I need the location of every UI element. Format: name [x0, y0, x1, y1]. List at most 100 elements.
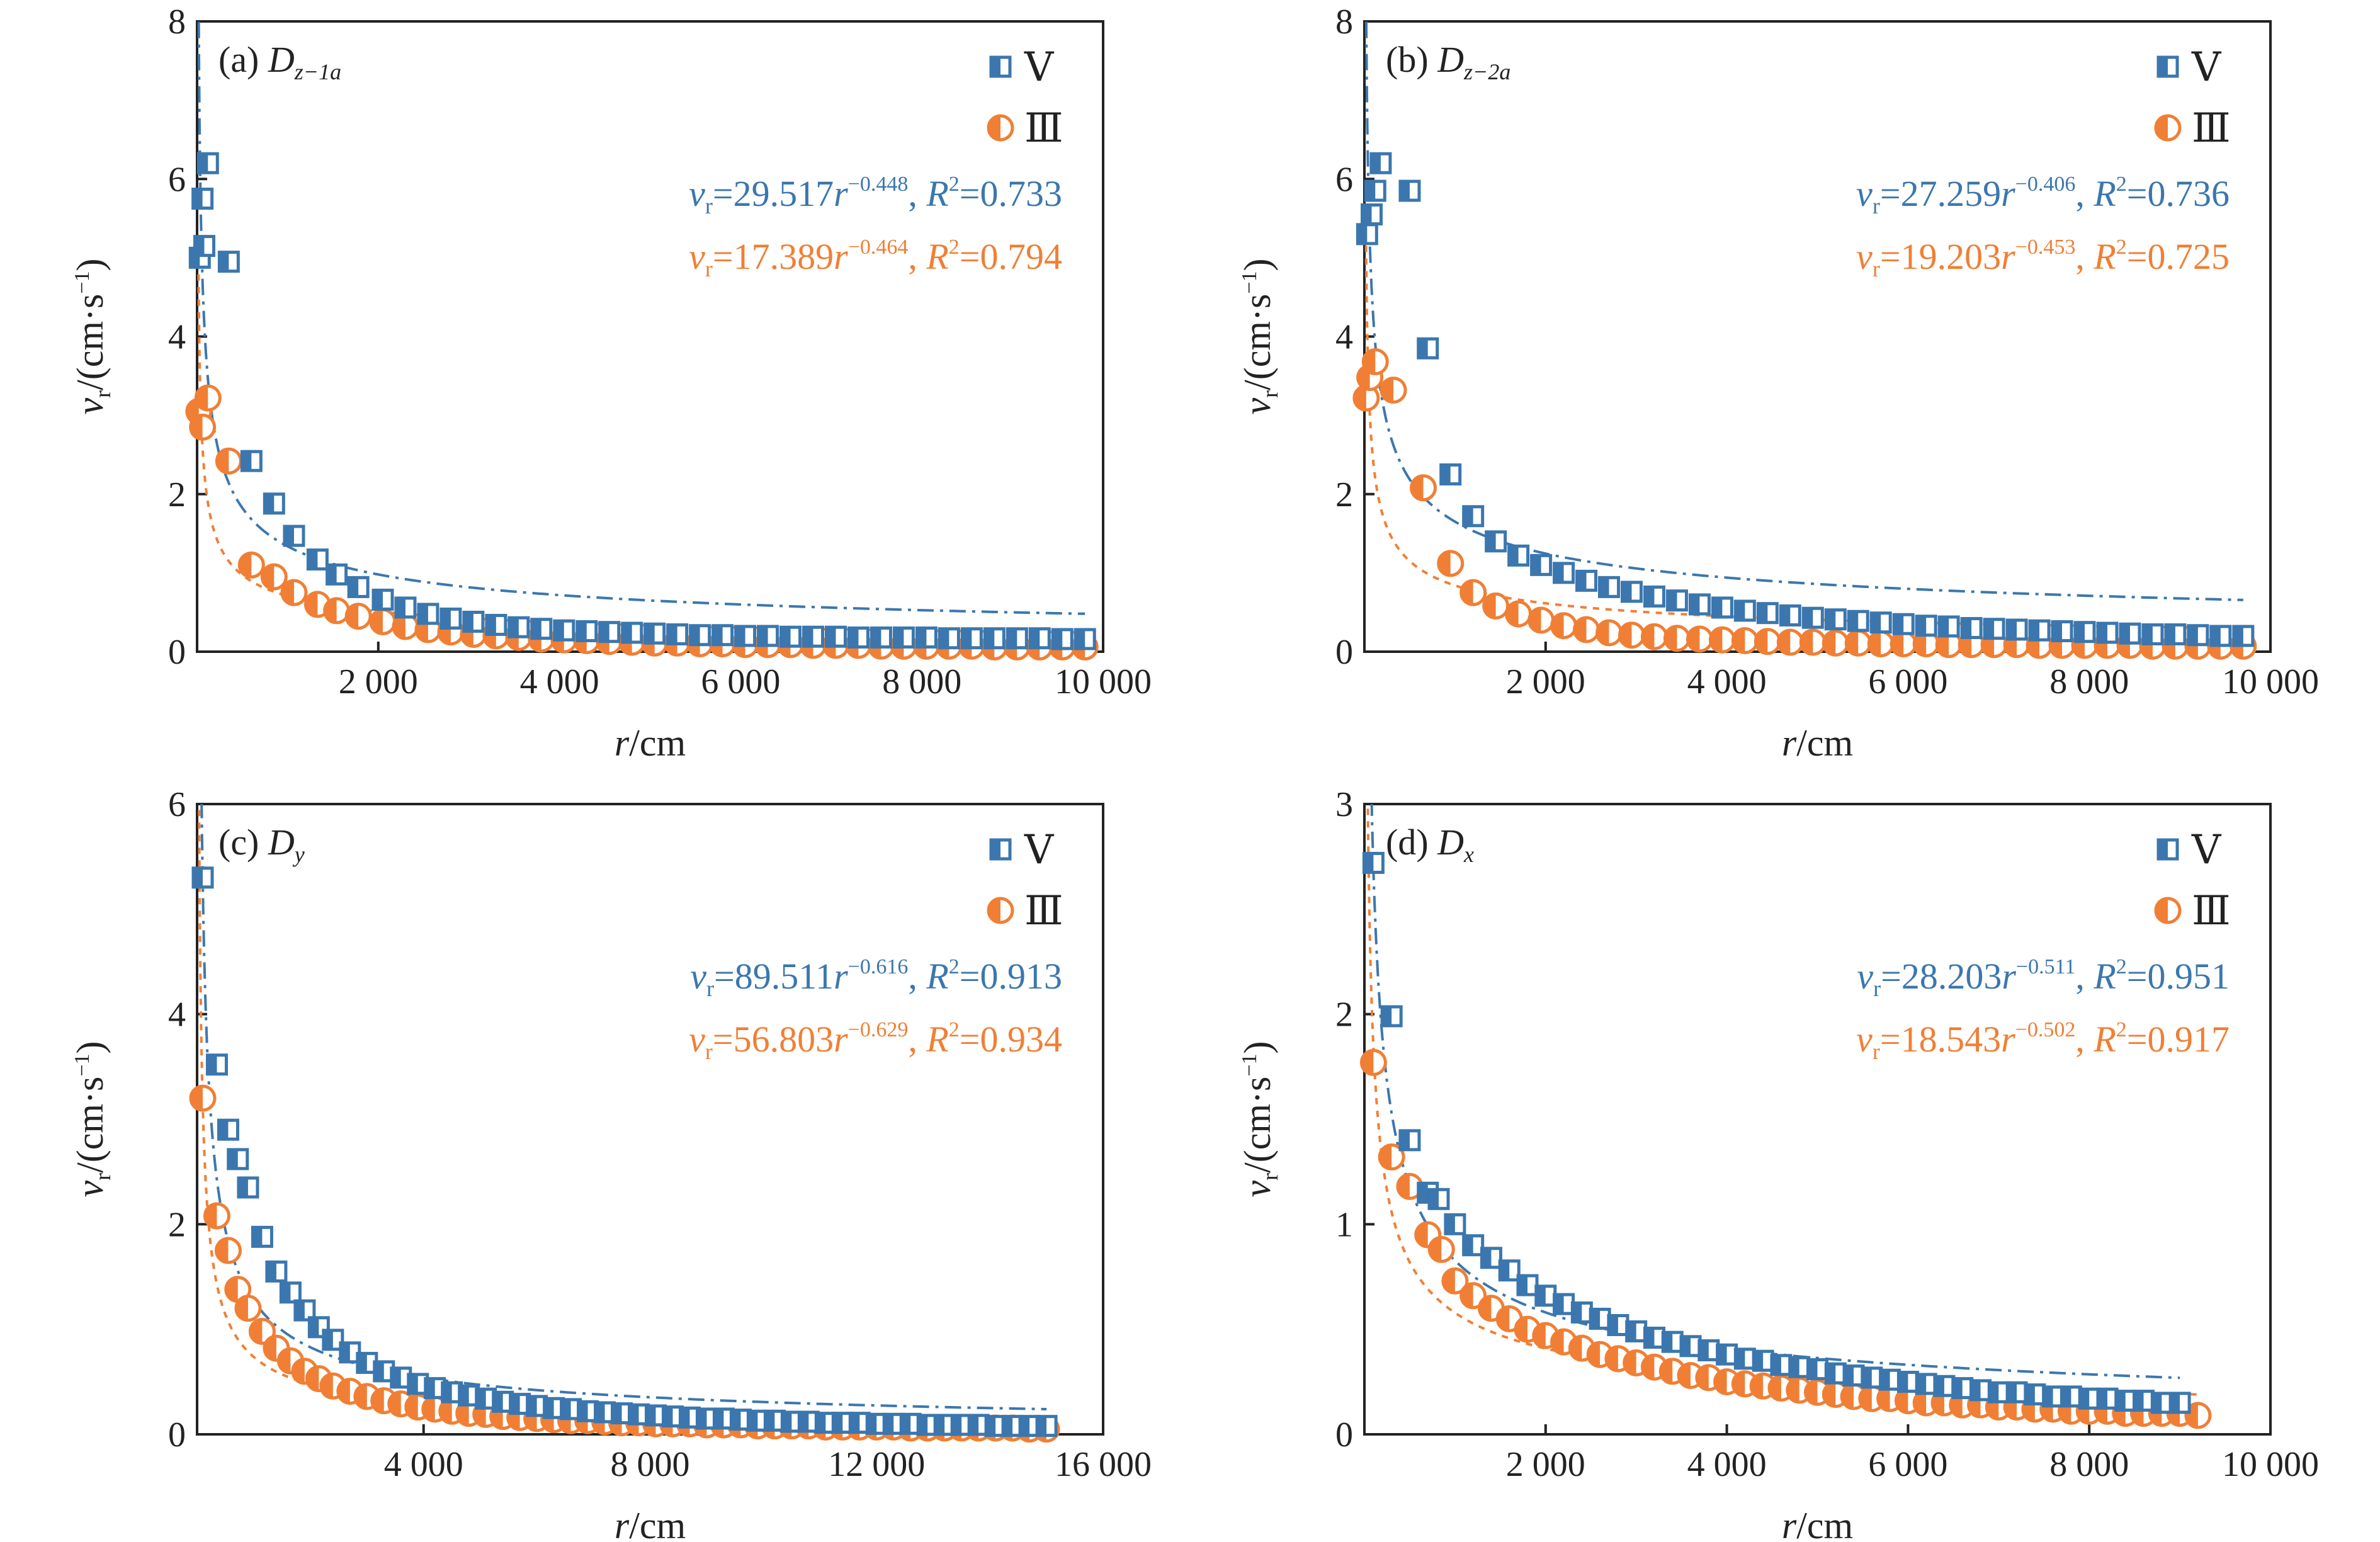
- data-point-v: [2150, 1392, 2173, 1414]
- data-point-v: [1498, 1259, 1521, 1282]
- data-point-iii: [1459, 579, 1487, 606]
- data-point-iii: [1505, 600, 1533, 628]
- data-point-v: [1439, 463, 1462, 485]
- data-point-v: [1607, 1313, 1629, 1336]
- data-point-v: [2209, 625, 2232, 647]
- x-axis-title: r/cm: [615, 1505, 686, 1542]
- data-point-v: [1028, 627, 1051, 650]
- data-point-v: [485, 613, 507, 636]
- data-point-v: [439, 607, 462, 630]
- y-tick-label: 4: [168, 995, 186, 1035]
- legend-label: Ⅲ: [1024, 106, 1063, 150]
- fit-equation-iii: vr=18.543r−0.502, R2=0.917: [1856, 1018, 2230, 1064]
- y-tick-label: 2: [168, 475, 186, 514]
- data-point-iii: [323, 597, 351, 625]
- data-point-v: [1756, 602, 1779, 625]
- data-point-v: [847, 626, 870, 649]
- data-point-v: [1589, 1307, 1611, 1330]
- data-point-v: [598, 621, 621, 643]
- data-point-v: [2060, 1385, 2082, 1408]
- x-tick-label: 8 000: [2049, 1445, 2129, 1484]
- y-tick-label: 6: [168, 785, 186, 824]
- data-point-v: [643, 622, 666, 645]
- data-point-v: [1892, 613, 1915, 635]
- data-point-iii: [1776, 628, 1804, 656]
- data-point-v: [734, 625, 757, 647]
- data-point-v: [938, 627, 960, 650]
- fit-curve-v: [1364, 21, 2243, 601]
- legend-label: Ⅴ: [2191, 45, 2222, 89]
- legend-marker-iii: [2154, 114, 2182, 142]
- data-point-v: [1806, 1358, 1828, 1381]
- data-point-v: [1427, 1188, 1450, 1210]
- data-point-iii: [1586, 1341, 1614, 1368]
- data-point-v: [1398, 179, 1421, 202]
- data-point-v: [2024, 1383, 2046, 1406]
- series-iii: [1352, 348, 2257, 660]
- data-point-v: [283, 524, 305, 547]
- data-point-v: [802, 625, 825, 648]
- y-axis-title: vr/(cm·s−1): [1237, 1041, 1283, 1197]
- data-point-v: [205, 1053, 228, 1076]
- data-point-v: [462, 610, 485, 633]
- x-tick-label: 8 000: [2049, 662, 2129, 701]
- data-point-v: [1530, 553, 1553, 576]
- data-point-iii: [1822, 629, 1849, 657]
- legend-marker-v: [989, 55, 1012, 78]
- data-point-v: [1417, 337, 1439, 360]
- data-point-v: [530, 618, 553, 640]
- data-point-iii: [237, 551, 265, 579]
- data-point-v: [1770, 1354, 1793, 1376]
- legend-item-v: Ⅴ: [989, 827, 1055, 872]
- data-point-v: [1969, 1379, 1992, 1402]
- legend-label: Ⅲ: [1024, 888, 1063, 933]
- data-point-v: [2096, 1387, 2119, 1410]
- data-point-v: [1598, 575, 1621, 598]
- data-point-v: [1847, 609, 1869, 632]
- data-point-v: [240, 450, 263, 472]
- series-iii: [1359, 1048, 2212, 1429]
- data-point-v: [1733, 599, 1756, 622]
- legend-item-v: Ⅴ: [989, 45, 1055, 89]
- data-point-iii: [215, 447, 242, 475]
- data-point-v: [689, 624, 711, 647]
- data-point-iii: [1573, 616, 1601, 643]
- data-point-v: [2164, 623, 2187, 645]
- data-point-iii: [1410, 474, 1437, 502]
- data-point-iii: [1437, 550, 1465, 577]
- panel-c: 0 2 4 6 4 000 8 000 12 000 16 000 r/cm vr/(cm·s−1…: [69, 785, 1152, 1542]
- data-point-v: [1688, 593, 1711, 616]
- y-tick-label: 6: [1335, 160, 1353, 199]
- data-point-v: [1575, 569, 1598, 592]
- data-point-iii: [1695, 1364, 1723, 1392]
- data-point-v: [417, 603, 439, 625]
- data-point-v: [1937, 615, 1960, 638]
- y-tick-label: 3: [1335, 785, 1353, 824]
- data-point-iii: [1427, 1235, 1455, 1263]
- legend-marker-v: [2156, 55, 2179, 78]
- data-point-v: [695, 1407, 718, 1430]
- data-point-v: [1362, 851, 1385, 874]
- data-point-v: [2042, 1385, 2065, 1408]
- x-tick-label: 6 000: [1868, 1445, 1947, 1484]
- data-point-v: [2119, 622, 2141, 645]
- data-point-iii: [1890, 630, 1917, 657]
- legend-label: Ⅴ: [1024, 45, 1055, 89]
- fit-equation-v: vr=28.203r−0.511, R2=0.951: [1857, 955, 2230, 1001]
- data-point-iii: [1441, 1267, 1469, 1295]
- data-point-v: [2096, 621, 2119, 644]
- y-tick-label: 4: [1335, 318, 1353, 357]
- data-point-v: [1553, 562, 1575, 584]
- data-point-v: [2028, 619, 2051, 642]
- data-point-iii: [234, 1295, 262, 1322]
- x-axis-title: r/cm: [1782, 722, 1853, 764]
- data-point-v: [1516, 1274, 1539, 1296]
- data-point-iii: [387, 1390, 415, 1418]
- legend-item-iii: Ⅲ: [987, 106, 1063, 150]
- data-point-v: [2114, 1390, 2137, 1412]
- data-point-v: [1896, 1371, 1919, 1393]
- data-point-v: [1824, 1362, 1847, 1385]
- y-axis-title: vr/(cm·s−1): [69, 1041, 115, 1197]
- data-point-v: [191, 866, 214, 889]
